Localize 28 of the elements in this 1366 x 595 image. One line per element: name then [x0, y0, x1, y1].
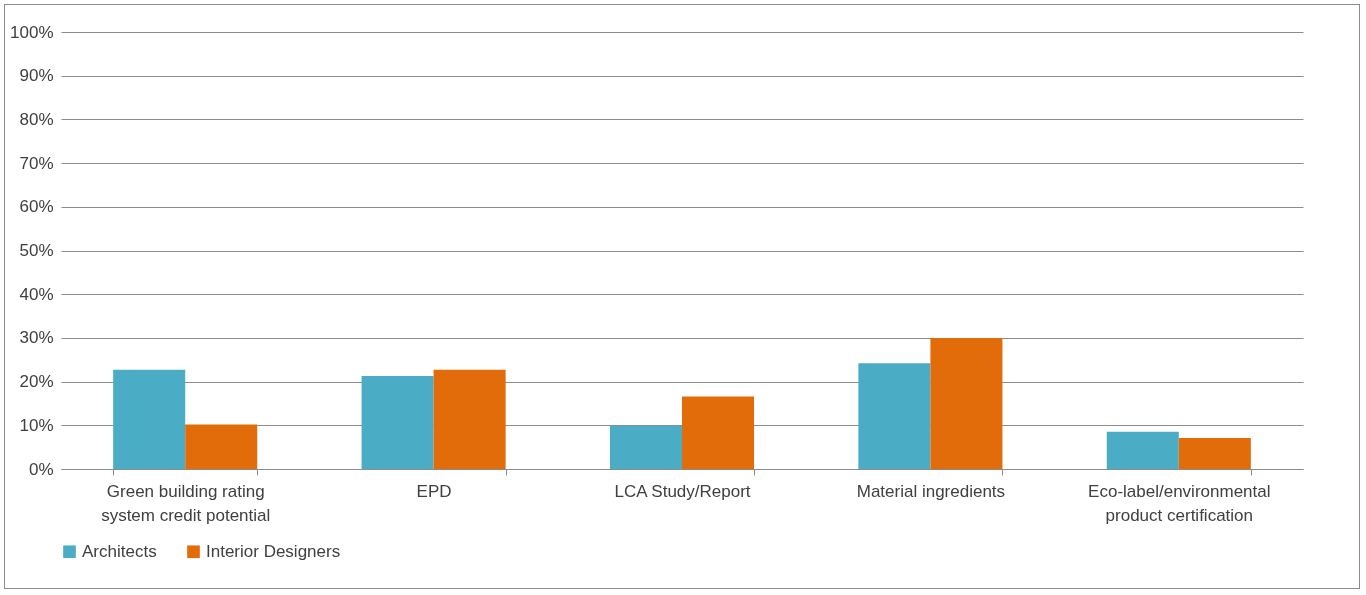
- x-tick-label: Material ingredients: [856, 481, 1006, 501]
- bar: [113, 369, 186, 469]
- y-tick-label: 90%: [19, 66, 54, 86]
- y-tick-label: 30%: [19, 328, 54, 348]
- x-tick-label: LCA Study/Report: [614, 481, 751, 501]
- y-tick-label: 100%: [10, 22, 54, 42]
- y-tick-label: 20%: [19, 372, 54, 392]
- bar: [1106, 431, 1179, 469]
- bar: [609, 425, 682, 469]
- bar: [433, 369, 506, 469]
- y-tick-label: 80%: [19, 109, 54, 129]
- y-tick-label: 10%: [19, 415, 54, 435]
- bar: [858, 363, 931, 469]
- legend-label: Architects: [82, 541, 157, 561]
- bar: [682, 396, 755, 469]
- x-tick-label: Eco-label/environmental product certification: [1088, 481, 1271, 525]
- legend-label: Interior Designers: [206, 541, 341, 561]
- bar: [361, 375, 434, 469]
- y-tick-label: 40%: [19, 284, 54, 304]
- y-tick-label: 70%: [19, 153, 54, 173]
- y-tick-label: 50%: [19, 241, 54, 260]
- y-tick-label: 0%: [28, 459, 54, 479]
- x-tick-label: Green building rating system credit potential: [101, 481, 271, 525]
- x-tick-label: EPD: [416, 481, 452, 501]
- bar: [930, 337, 1003, 469]
- y-tick-label: 60%: [19, 197, 54, 217]
- bar: [185, 424, 258, 469]
- bar: [1178, 437, 1251, 469]
